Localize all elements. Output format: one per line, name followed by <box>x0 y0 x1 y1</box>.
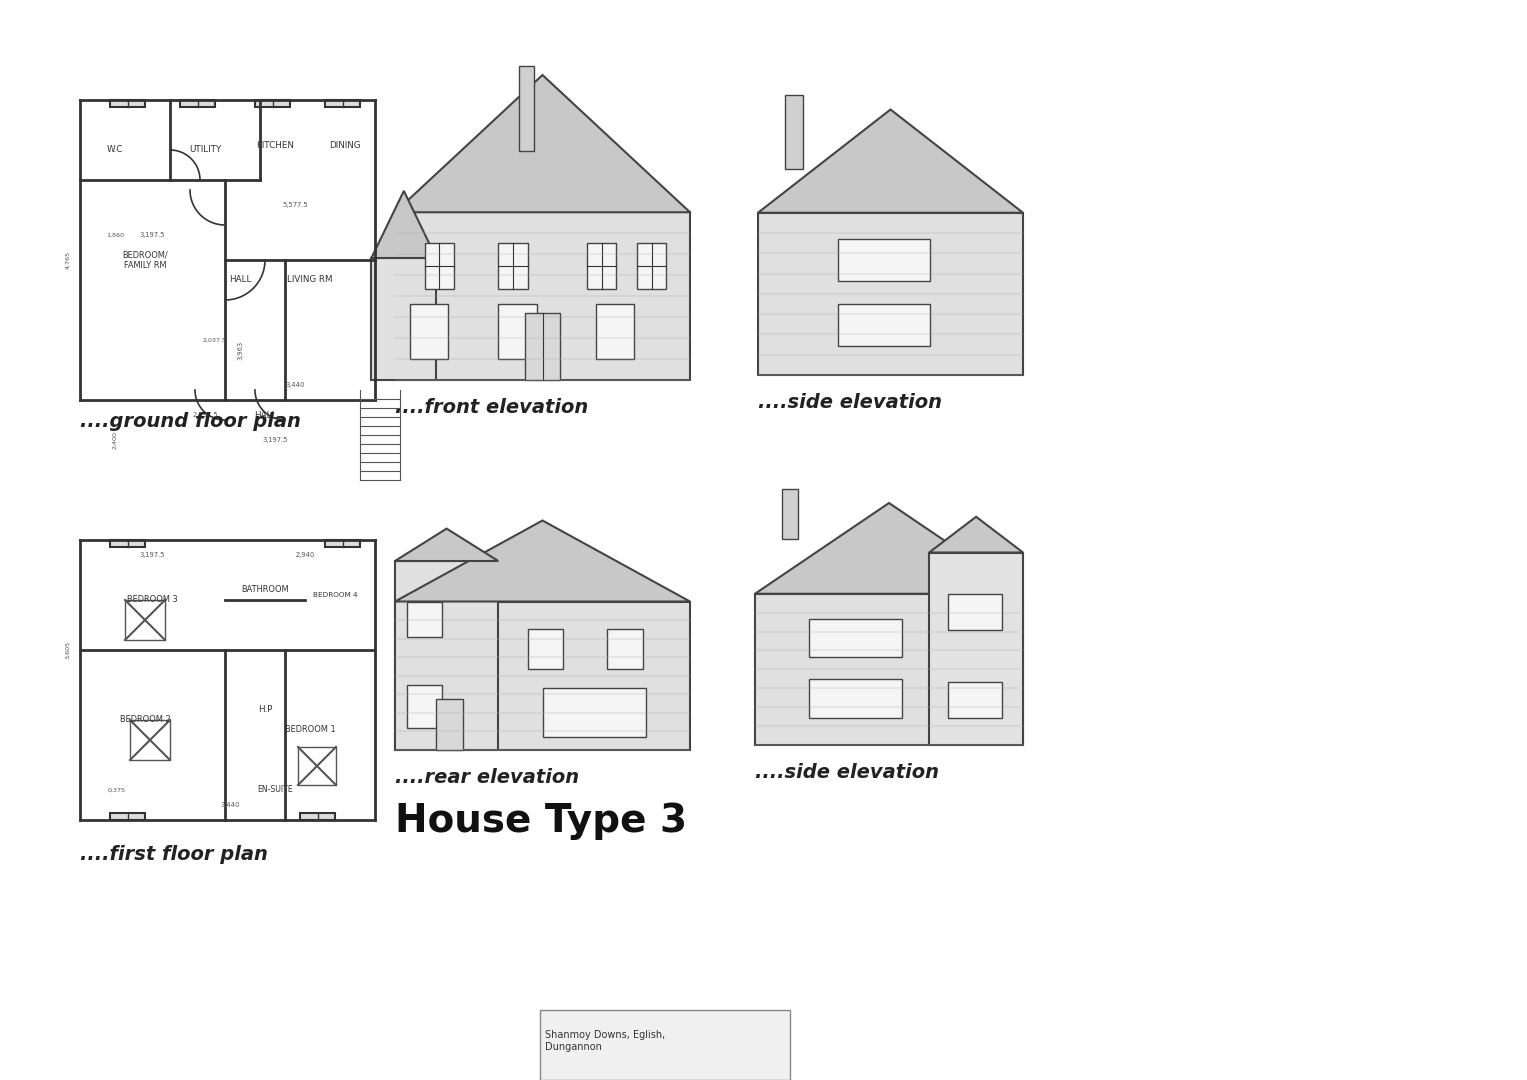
Bar <box>371 258 437 380</box>
Bar <box>637 243 666 288</box>
Polygon shape <box>395 521 690 602</box>
Text: BEDROOM 3: BEDROOM 3 <box>127 595 177 605</box>
Bar <box>948 594 1002 630</box>
Bar <box>541 1010 789 1080</box>
Text: HALL: HALL <box>229 275 250 284</box>
Bar <box>325 100 360 107</box>
Bar <box>395 602 690 750</box>
Bar <box>498 303 536 359</box>
Text: KITCHEN: KITCHEN <box>257 140 293 149</box>
Text: BEDROOM 2: BEDROOM 2 <box>119 715 171 725</box>
Polygon shape <box>395 528 498 561</box>
Text: W.C: W.C <box>107 146 124 154</box>
Text: ....front elevation: ....front elevation <box>395 399 588 417</box>
Text: 3,440: 3,440 <box>286 382 305 388</box>
Text: 1,860: 1,860 <box>105 232 124 238</box>
Text: 2,537.5: 2,537.5 <box>192 411 218 418</box>
Text: BEDROOM 4: BEDROOM 4 <box>313 592 357 598</box>
Bar <box>525 313 560 380</box>
Bar <box>519 66 533 151</box>
Bar <box>782 489 799 539</box>
Text: HALL: HALL <box>253 410 276 419</box>
Bar <box>498 243 528 288</box>
Text: 3,197.5: 3,197.5 <box>139 232 165 238</box>
Text: 3,197.5: 3,197.5 <box>263 437 287 443</box>
Bar <box>125 600 165 640</box>
Bar <box>406 685 443 728</box>
Bar <box>586 243 617 288</box>
Text: BEDROOM 1: BEDROOM 1 <box>284 726 336 734</box>
Polygon shape <box>757 109 1023 213</box>
Text: UTILITY: UTILITY <box>189 146 221 154</box>
Bar <box>409 303 447 359</box>
Bar <box>948 681 1002 717</box>
Text: House Type 3: House Type 3 <box>395 802 687 840</box>
Bar <box>809 679 902 717</box>
Bar <box>395 213 690 380</box>
Text: ....first floor plan: ....first floor plan <box>79 845 267 864</box>
Bar <box>395 561 498 750</box>
Bar <box>542 688 646 737</box>
Text: ....rear elevation: ....rear elevation <box>395 768 579 787</box>
Text: 3,440: 3,440 <box>220 802 240 808</box>
Text: DINING: DINING <box>330 140 360 149</box>
Text: 3,605: 3,605 <box>66 640 70 659</box>
Bar <box>110 540 145 546</box>
Text: 0,375: 0,375 <box>108 787 127 793</box>
Text: 2,037.5: 2,037.5 <box>203 337 228 342</box>
Bar <box>837 305 930 346</box>
Polygon shape <box>395 75 690 213</box>
Bar <box>930 553 1023 745</box>
Bar <box>406 602 443 636</box>
Bar <box>298 747 336 785</box>
Text: LIVING RM: LIVING RM <box>287 275 333 284</box>
Bar <box>528 629 563 669</box>
Bar <box>110 100 145 107</box>
Text: BEDROOM/
FAMILY RM: BEDROOM/ FAMILY RM <box>122 251 168 270</box>
Text: Shanmoy Downs, Eglish,
Dungannon: Shanmoy Downs, Eglish, Dungannon <box>545 1030 666 1052</box>
Bar <box>757 213 1023 375</box>
Text: ....ground floor plan: ....ground floor plan <box>79 411 301 431</box>
Bar <box>437 699 463 750</box>
Text: ....side elevation: ....side elevation <box>754 762 939 782</box>
Bar <box>130 720 169 760</box>
Bar <box>785 95 803 168</box>
Text: EN-SUITE: EN-SUITE <box>257 785 293 795</box>
Bar <box>110 813 145 820</box>
Text: BATHROOM: BATHROOM <box>241 585 289 594</box>
Polygon shape <box>930 516 1023 553</box>
Bar <box>180 100 215 107</box>
Text: ....side elevation: ....side elevation <box>757 393 942 411</box>
Text: 3,197.5: 3,197.5 <box>139 552 165 558</box>
Polygon shape <box>754 503 1023 594</box>
Bar <box>754 594 1023 745</box>
Text: 2,940: 2,940 <box>295 552 315 558</box>
Bar <box>809 619 902 657</box>
Bar <box>608 629 643 669</box>
Bar <box>299 813 334 820</box>
Polygon shape <box>371 191 437 258</box>
Bar <box>596 303 634 359</box>
Bar <box>425 243 454 288</box>
Bar <box>837 240 930 281</box>
Text: 2,400: 2,400 <box>113 431 118 449</box>
Text: 3,963: 3,963 <box>237 340 243 360</box>
Text: 4,765: 4,765 <box>66 251 70 269</box>
Bar <box>325 540 360 546</box>
Bar <box>255 100 290 107</box>
Text: H.P: H.P <box>258 705 272 715</box>
Text: 5,577.5: 5,577.5 <box>282 202 308 208</box>
